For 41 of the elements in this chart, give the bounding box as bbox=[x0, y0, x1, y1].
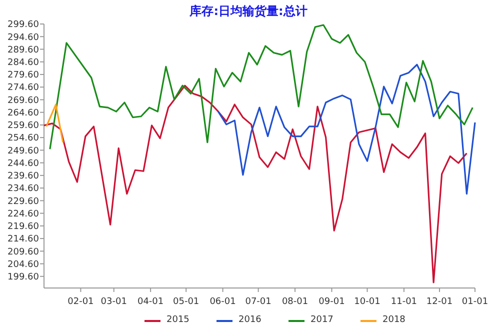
x-tick-label: 11-01 bbox=[390, 297, 418, 307]
x-tick-label: 03-01 bbox=[100, 297, 127, 307]
x-tick-label: 02-01 bbox=[68, 297, 94, 307]
x-tick-label: 07-01 bbox=[245, 297, 272, 307]
x-tick-label: 08-01 bbox=[282, 297, 308, 307]
x-tick-label: 12-01 bbox=[426, 297, 453, 307]
line-series bbox=[49, 24, 474, 150]
chart-title: 库存:日均输货量:总计 bbox=[188, 4, 308, 18]
legend-label: 2015 bbox=[166, 314, 190, 325]
x-tick-label: 05-01 bbox=[173, 297, 200, 307]
y-tick-label: 249.60 bbox=[8, 146, 40, 156]
x-tick-label: 04-01 bbox=[137, 297, 164, 307]
line-series bbox=[217, 64, 476, 195]
y-tick-label: 264.60 bbox=[8, 108, 40, 118]
x-tick-label: 09-01 bbox=[318, 297, 345, 307]
y-tick-label: 274.60 bbox=[8, 83, 40, 94]
y-tick-label: 299.60 bbox=[8, 20, 40, 30]
legend-label: 2018 bbox=[382, 314, 406, 325]
y-tick-label: 219.60 bbox=[8, 222, 40, 232]
legend-label: 2016 bbox=[238, 314, 262, 325]
y-tick-label: 239.60 bbox=[8, 172, 40, 182]
y-tick-label: 234.60 bbox=[8, 184, 40, 194]
y-tick-label: 284.60 bbox=[8, 58, 40, 68]
x-tick-label: 01-01 bbox=[462, 297, 488, 307]
y-tick-label: 229.60 bbox=[8, 196, 40, 207]
y-tick-label: 259.60 bbox=[8, 121, 40, 132]
line-series bbox=[43, 84, 468, 284]
x-tick-label: 06-01 bbox=[210, 297, 236, 307]
y-tick-label: 209.60 bbox=[8, 247, 40, 258]
y-tick-label: 294.60 bbox=[8, 32, 40, 43]
y-tick-label: 204.60 bbox=[8, 260, 40, 270]
y-tick-label: 214.60 bbox=[8, 234, 40, 245]
y-tick-label: 289.60 bbox=[8, 45, 40, 56]
y-tick-label: 224.60 bbox=[8, 209, 40, 220]
legend-label: 2017 bbox=[310, 314, 334, 325]
y-tick-label: 244.60 bbox=[8, 158, 40, 169]
x-tick-label: 10-01 bbox=[354, 297, 380, 307]
y-tick-label: 279.60 bbox=[8, 70, 40, 81]
y-tick-label: 254.60 bbox=[8, 134, 40, 144]
y-tick-label: 269.60 bbox=[8, 96, 40, 106]
y-tick-label: 199.60 bbox=[8, 272, 40, 283]
